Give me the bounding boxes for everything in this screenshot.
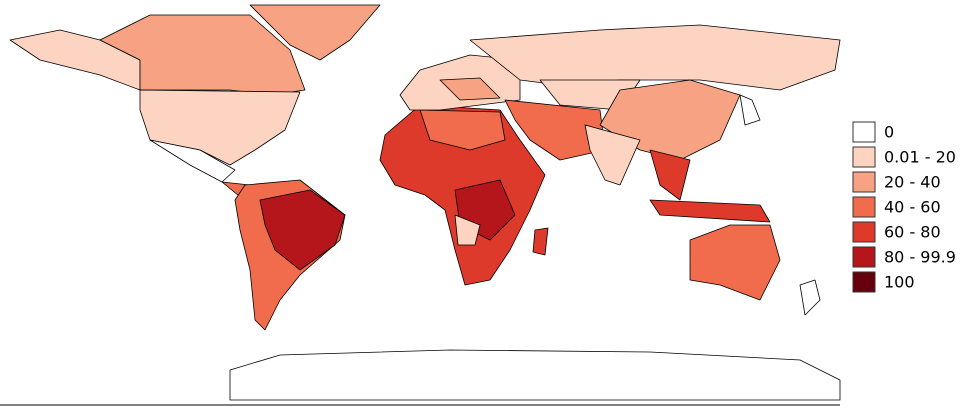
region [532, 227, 549, 256]
legend: 0 0.01 - 20 20 - 40 40 - 60 60 - 80 80 - 99.9… [852, 121, 956, 293]
legend-swatch [852, 246, 876, 268]
legend-label: 60 - 80 [884, 223, 941, 242]
legend-label: 0 [884, 123, 894, 142]
legend-label: 20 - 40 [884, 173, 941, 192]
region [799, 279, 821, 316]
legend-label: 80 - 99.9 [884, 248, 956, 267]
region [139, 89, 301, 166]
region [504, 99, 606, 161]
region [229, 349, 841, 401]
legend-label: 100 [884, 273, 915, 292]
region [249, 4, 381, 61]
region [584, 124, 641, 186]
region [149, 139, 236, 183]
region [689, 224, 781, 301]
legend-label: 0.01 - 20 [884, 148, 956, 167]
region [649, 149, 691, 201]
legend-label: 40 - 60 [884, 198, 941, 217]
legend-swatch [852, 221, 876, 243]
region [439, 77, 501, 101]
legend-swatch [852, 171, 876, 193]
region [454, 214, 481, 246]
legend-swatch [852, 271, 876, 293]
legend-swatch [852, 196, 876, 218]
region [259, 189, 346, 271]
legend-swatch [852, 146, 876, 168]
region [469, 24, 841, 91]
region [649, 199, 771, 223]
region [739, 94, 761, 126]
legend-swatch [852, 121, 876, 143]
region [419, 109, 506, 151]
world-map [0, 4, 841, 406]
